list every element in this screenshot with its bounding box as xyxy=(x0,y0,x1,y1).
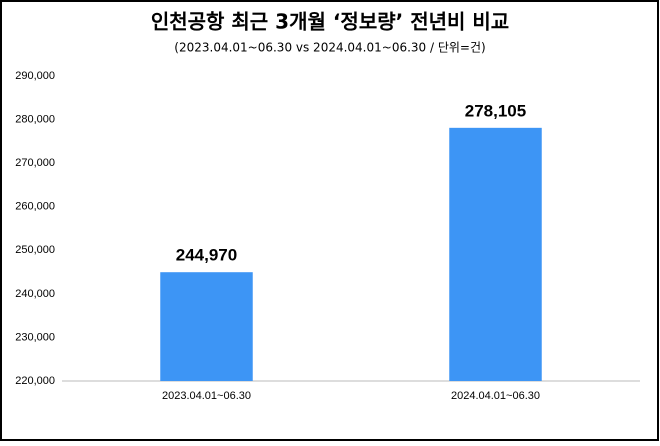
y-tick-label: 270,000 xyxy=(15,157,55,169)
x-tick-label: 2024.04.01~06.30 xyxy=(451,390,540,402)
y-tick-label: 260,000 xyxy=(15,201,55,213)
y-tick-label: 240,000 xyxy=(15,288,55,300)
y-tick-label: 280,000 xyxy=(15,113,55,125)
value-label: 244,970 xyxy=(176,246,237,265)
value-label: 278,105 xyxy=(465,101,526,120)
bar xyxy=(160,272,253,381)
chart-title: 인천공항 최근 3개월 ‘정보량’ 전년비 비교 xyxy=(151,10,509,34)
y-tick-label: 220,000 xyxy=(15,375,55,387)
x-tick-label: 2023.04.01~06.30 xyxy=(162,390,251,402)
chart-subtitle: (2023.04.01~06.30 vs 2024.04.01~06.30 / … xyxy=(174,41,485,55)
y-tick-label: 250,000 xyxy=(15,244,55,256)
y-tick-label: 230,000 xyxy=(15,331,55,343)
y-tick-label: 290,000 xyxy=(15,70,55,82)
bar xyxy=(449,127,542,381)
